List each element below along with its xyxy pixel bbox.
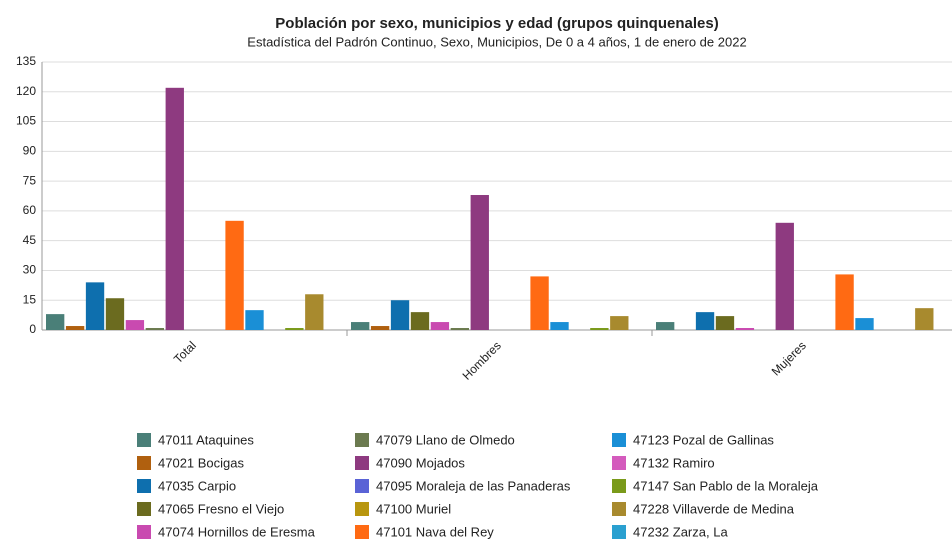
bar xyxy=(105,298,125,330)
legend-swatch xyxy=(355,456,369,470)
y-tick-label: 90 xyxy=(23,144,37,158)
bar xyxy=(85,282,105,330)
x-tick-label: Hombres xyxy=(460,338,504,382)
legend-swatch xyxy=(137,525,151,539)
y-tick-label: 120 xyxy=(16,84,36,98)
bar xyxy=(775,222,794,330)
bar xyxy=(450,328,470,330)
y-tick-label: 30 xyxy=(23,263,37,277)
bar xyxy=(430,322,450,330)
legend-swatch xyxy=(355,433,369,447)
legend-label: 47035 Carpio xyxy=(158,478,236,493)
legend-label: 47232 Zarza, La xyxy=(633,524,728,539)
legend-label: 47101 Nava del Rey xyxy=(376,524,494,539)
legend-label: 47132 Ramiro xyxy=(633,455,715,470)
bar xyxy=(550,322,569,330)
bar xyxy=(656,322,675,330)
bar xyxy=(590,328,609,330)
bar xyxy=(305,294,324,330)
bar xyxy=(351,322,370,330)
bar xyxy=(285,328,304,330)
legend-label: 47100 Muriel xyxy=(376,501,451,516)
legend-swatch xyxy=(612,502,626,516)
bar xyxy=(165,87,184,331)
bar xyxy=(145,328,165,330)
legend-swatch xyxy=(137,456,151,470)
legend-swatch xyxy=(137,433,151,447)
y-tick-label: 0 xyxy=(29,322,36,336)
legend-swatch xyxy=(137,479,151,493)
legend-swatch xyxy=(612,525,626,539)
legend-swatch xyxy=(612,433,626,447)
y-tick-label: 45 xyxy=(23,233,37,247)
y-tick-label: 105 xyxy=(16,114,36,128)
bar xyxy=(715,316,735,330)
legend-label: 47095 Moraleja de las Panaderas xyxy=(376,478,571,493)
y-tick-label: 15 xyxy=(23,292,37,306)
legend-label: 47079 Llano de Olmedo xyxy=(376,432,515,447)
legend-label: 47021 Bocigas xyxy=(158,455,245,470)
chart-subtitle: Estadística del Padrón Continuo, Sexo, M… xyxy=(247,34,746,49)
legend-label: 47011 Ataquines xyxy=(158,432,254,447)
legend-swatch xyxy=(612,456,626,470)
bar xyxy=(695,312,715,330)
bar xyxy=(65,326,85,330)
x-tick-label: Mujeres xyxy=(769,338,809,378)
chart-title: Población por sexo, municipios y edad (g… xyxy=(275,15,718,32)
bar xyxy=(410,312,430,330)
y-tick-label: 135 xyxy=(16,54,36,68)
bar xyxy=(610,316,629,330)
legend-label: 47123 Pozal de Gallinas xyxy=(633,432,774,447)
legend-swatch xyxy=(355,479,369,493)
bar xyxy=(245,310,264,330)
bar xyxy=(370,326,390,330)
legend-label: 47090 Mojados xyxy=(376,455,465,470)
y-tick-label: 60 xyxy=(23,203,37,217)
y-tick-label: 75 xyxy=(23,173,37,187)
legend-swatch xyxy=(137,502,151,516)
bar xyxy=(470,195,489,330)
legend-label: 47074 Hornillos de Eresma xyxy=(158,524,316,539)
legend-swatch xyxy=(355,502,369,516)
bar xyxy=(46,314,65,330)
bar xyxy=(835,274,854,330)
bar xyxy=(915,308,934,330)
bar xyxy=(735,328,755,330)
legend-label: 47228 Villaverde de Medina xyxy=(633,501,795,516)
bar xyxy=(125,320,145,330)
legend-label: 47147 San Pablo de la Moraleja xyxy=(633,478,819,493)
legend-swatch xyxy=(355,525,369,539)
legend-swatch xyxy=(612,479,626,493)
x-tick-label: Total xyxy=(171,338,199,366)
bar xyxy=(225,220,244,330)
legend-label: 47065 Fresno el Viejo xyxy=(158,501,284,516)
bar xyxy=(530,276,549,330)
bar xyxy=(855,318,874,330)
bar xyxy=(390,300,410,330)
